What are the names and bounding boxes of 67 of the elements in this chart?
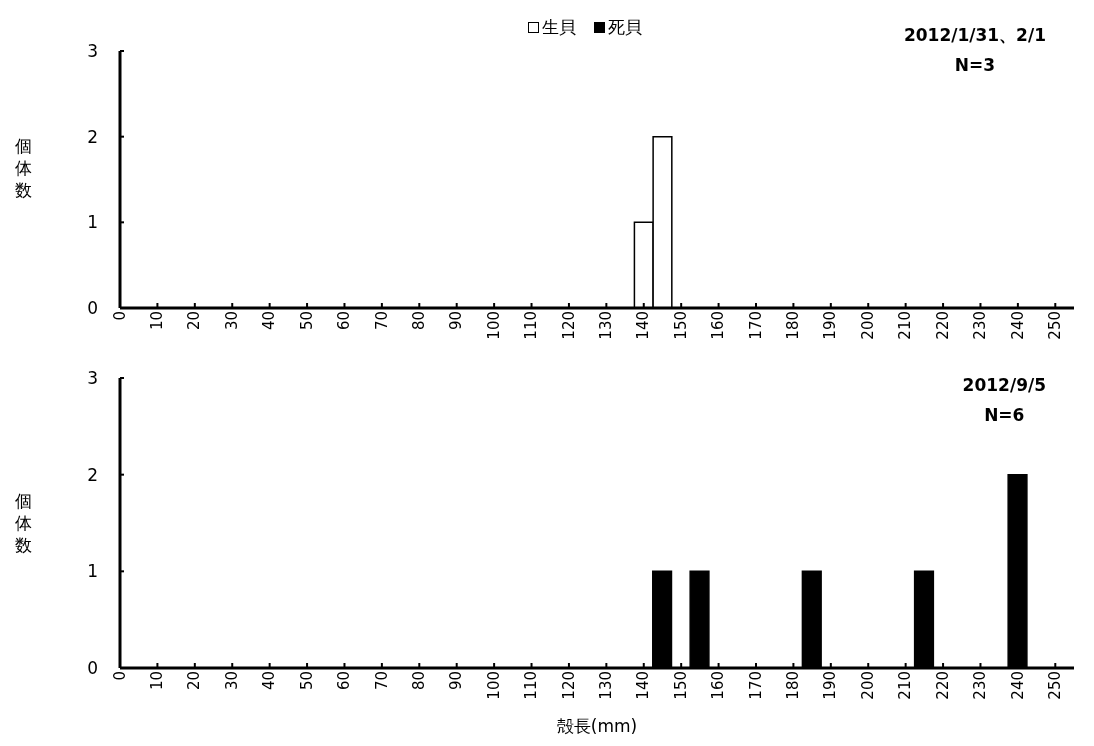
legend-label: 生貝 (542, 16, 576, 39)
x-tick-label: 10 (148, 671, 167, 691)
y-axis-title: 個体数 (14, 135, 32, 201)
x-tick-label: 80 (409, 311, 428, 331)
x-tick-label: 60 (335, 311, 354, 331)
x-tick-label: 220 (933, 671, 952, 700)
x-tick-label: 160 (709, 671, 728, 700)
x-tick-label: 60 (335, 671, 354, 691)
x-tick-label: 90 (447, 311, 466, 331)
x-tick-label: 70 (372, 671, 391, 691)
x-tick-label: 30 (222, 311, 241, 331)
x-tick-label: 150 (671, 311, 690, 340)
chart-title: 2012/9/5 (962, 374, 1046, 397)
x-tick-label: 110 (522, 311, 541, 340)
x-tick-label: 210 (896, 671, 915, 700)
x-tick-label: 250 (1045, 311, 1064, 340)
chart-title: 2012/1/31、2/1 (903, 24, 1046, 47)
x-tick-label: 160 (709, 311, 728, 340)
x-tick-label: 110 (522, 671, 541, 700)
x-tick-label: 240 (1008, 311, 1027, 340)
x-tick-label: 170 (746, 311, 765, 340)
x-tick-label: 180 (784, 311, 803, 340)
x-tick-label: 190 (821, 311, 840, 340)
x-tick-label: 180 (784, 671, 803, 700)
y-tick-label: 2 (87, 126, 98, 147)
x-tick-label: 220 (933, 311, 952, 340)
legend-label: 死貝 (608, 16, 642, 39)
x-tick-label: 190 (821, 671, 840, 700)
text: N=6 (983, 404, 1026, 427)
x-tick-label: 250 (1045, 671, 1064, 700)
x-tick-label: 150 (671, 671, 690, 700)
chart-subtitle: N=3 (953, 54, 997, 77)
x-tick-label: 200 (858, 311, 877, 340)
x-tick-label: 140 (634, 311, 653, 340)
x-tick-label: 210 (896, 311, 915, 340)
x-tick-label: 40 (260, 671, 279, 691)
x-tick-label: 20 (185, 311, 204, 331)
x-tick-label: 230 (971, 671, 990, 700)
x-tick-label: 0 (110, 311, 129, 321)
x-tick-label: 140 (634, 671, 653, 700)
y-tick-label: 1 (87, 212, 98, 233)
x-tick-label: 50 (297, 671, 316, 691)
x-tick-label: 90 (447, 671, 466, 691)
x-tick-label: 130 (597, 311, 615, 340)
y-tick-label: 3 (87, 41, 98, 62)
y-axis-title: 個体数 (14, 490, 32, 556)
x-tick-label: 30 (222, 671, 241, 691)
x-tick-label: 170 (746, 671, 765, 700)
x-axis-title: 殻長(mm) (556, 716, 638, 736)
x-tick-label: 230 (971, 311, 990, 340)
y-tick-label: 2 (87, 464, 98, 485)
x-tick-label: 20 (185, 671, 204, 691)
y-tick-label: 3 (87, 368, 98, 389)
x-tick-label: 120 (559, 671, 578, 700)
x-tick-label: 50 (297, 311, 316, 331)
x-tick-label: 70 (372, 311, 391, 331)
x-tick-label: 100 (484, 671, 503, 700)
y-tick-label: 1 (87, 561, 98, 582)
x-tick-label: 100 (484, 311, 503, 340)
x-tick-label: 80 (409, 671, 428, 691)
x-tick-label: 10 (148, 311, 167, 331)
x-tick-label: 40 (260, 311, 279, 331)
x-tick-label: 240 (1008, 671, 1027, 700)
x-tick-label: 0 (110, 671, 129, 681)
x-tick-label: 200 (858, 671, 877, 700)
x-tick-label: 120 (559, 311, 578, 340)
x-tick-label: 130 (597, 671, 615, 700)
